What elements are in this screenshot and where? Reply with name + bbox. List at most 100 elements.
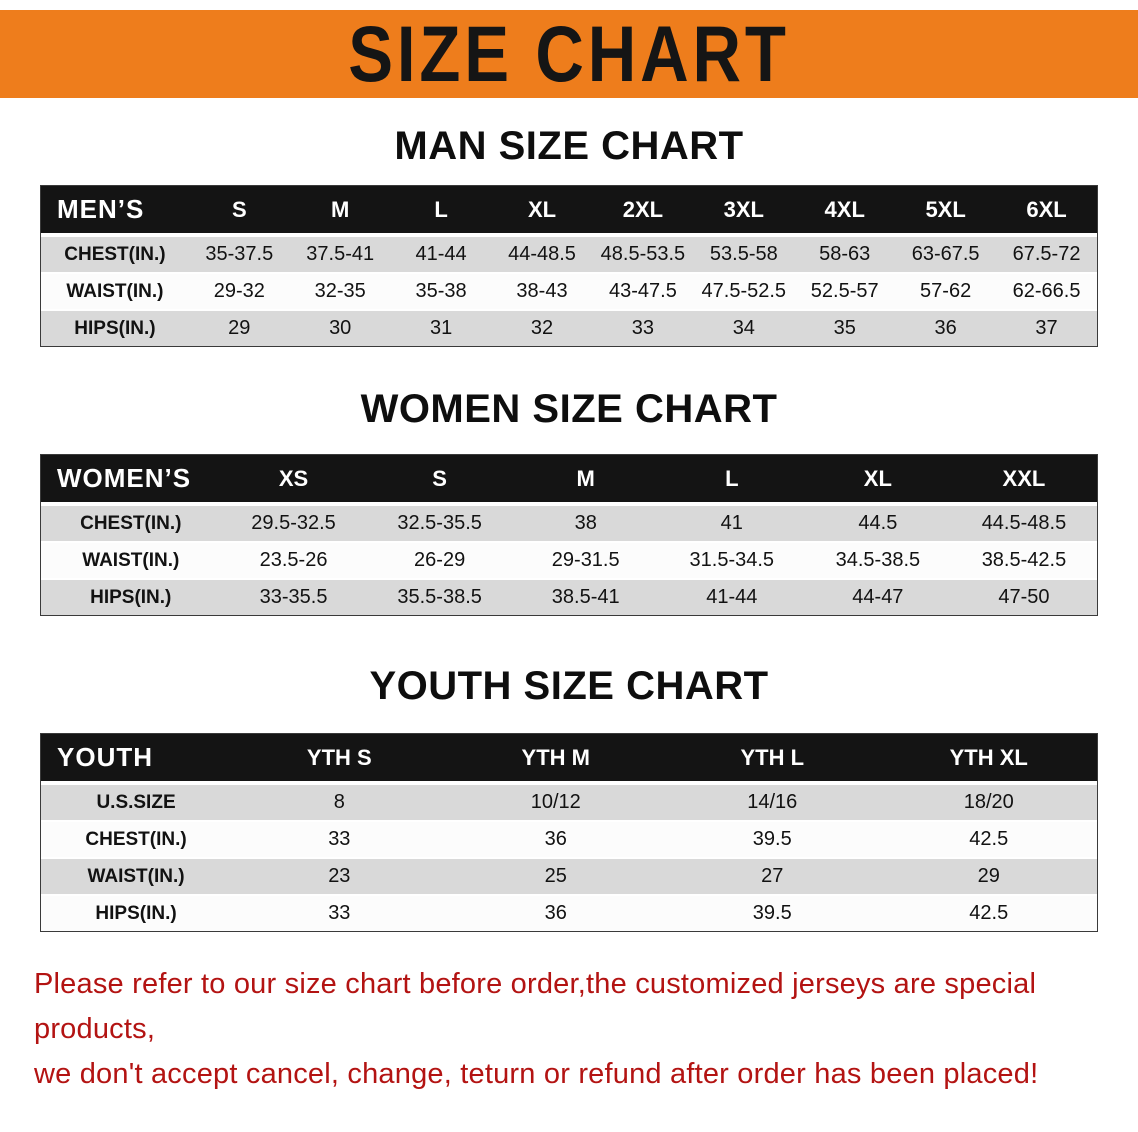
value-cell: 47.5-52.5 bbox=[693, 272, 795, 309]
value-cell: 37.5-41 bbox=[289, 235, 391, 272]
value-cell: 30 bbox=[289, 309, 391, 346]
value-cell: 57-62 bbox=[895, 272, 997, 309]
value-cell: 44-47 bbox=[804, 578, 951, 615]
value-cell: 29-32 bbox=[188, 272, 290, 309]
size-header-cell: 4XL bbox=[794, 186, 896, 235]
banner-title: SIZE CHART bbox=[348, 10, 790, 98]
value-cell: 44-48.5 bbox=[491, 235, 593, 272]
size-header-cell: YTH XL bbox=[880, 734, 1097, 783]
row-label-cell: CHEST(IN.) bbox=[41, 820, 232, 857]
table-row: WAIST(IN.) 23.5-26 26-29 29-31.5 31.5-34.5 34… bbox=[41, 541, 1097, 578]
value-cell: 32 bbox=[491, 309, 593, 346]
row-label-cell: HIPS(IN.) bbox=[41, 578, 221, 615]
value-cell: 18/20 bbox=[880, 783, 1097, 820]
value-cell: 41-44 bbox=[390, 235, 492, 272]
size-header-cell: YTH M bbox=[447, 734, 665, 783]
value-cell: 32.5-35.5 bbox=[366, 504, 513, 541]
value-cell: 58-63 bbox=[794, 235, 896, 272]
row-label-cell: WAIST(IN.) bbox=[41, 857, 232, 894]
table-row: WAIST(IN.) 23 25 27 29 bbox=[41, 857, 1097, 894]
size-header-cell: XS bbox=[220, 455, 367, 504]
value-cell: 33 bbox=[231, 894, 448, 931]
size-header-cell: YTH L bbox=[664, 734, 881, 783]
table-row: HIPS(IN.) 33 36 39.5 42.5 bbox=[41, 894, 1097, 931]
value-cell: 31.5-34.5 bbox=[658, 541, 805, 578]
value-cell: 52.5-57 bbox=[794, 272, 896, 309]
footer-disclaimer-line2: we don't accept cancel, change, teturn o… bbox=[34, 1057, 1039, 1090]
value-cell: 23.5-26 bbox=[220, 541, 367, 578]
size-header-cell: XXL bbox=[950, 455, 1097, 504]
value-cell: 10/12 bbox=[447, 783, 665, 820]
value-cell: 38.5-42.5 bbox=[950, 541, 1097, 578]
row-label-cell: CHEST(IN.) bbox=[41, 235, 189, 272]
size-header-cell: 3XL bbox=[693, 186, 795, 235]
size-header-cell: 2XL bbox=[592, 186, 694, 235]
section-heading-women: WOMEN SIZE CHART bbox=[360, 387, 778, 431]
value-cell: 8 bbox=[231, 783, 448, 820]
size-table: MEN’S S M L XL 2XL 3XL 4XL 5XL 6XL CHEST(IN.) 35-37… bbox=[40, 185, 1098, 347]
value-cell: 29.5-32.5 bbox=[220, 504, 367, 541]
size-header-cell: 6XL bbox=[996, 186, 1097, 235]
row-label-cell: HIPS(IN.) bbox=[41, 309, 189, 346]
size-header-cell: M bbox=[512, 455, 659, 504]
value-cell: 42.5 bbox=[880, 820, 1097, 857]
value-cell: 32-35 bbox=[289, 272, 391, 309]
size-table: WOMEN’S XS S M L XL XXL CHEST(IN.) 29.5-32.5 32.5… bbox=[40, 454, 1098, 616]
size-chart-banner: SIZE CHART bbox=[0, 10, 1138, 98]
row-label-cell: WAIST(IN.) bbox=[41, 541, 221, 578]
row-label-cell: CHEST(IN.) bbox=[41, 504, 221, 541]
value-cell: 33-35.5 bbox=[220, 578, 367, 615]
youth-size-table-container: YOUTH YTH S YTH M YTH L YTH XL U.S.SIZE 8 10/12… bbox=[40, 733, 1098, 932]
size-header-cell: S bbox=[366, 455, 513, 504]
size-header-cell: M bbox=[289, 186, 391, 235]
section-heading-youth: YOUTH SIZE CHART bbox=[369, 664, 769, 708]
size-header-cell: L bbox=[390, 186, 492, 235]
value-cell: 33 bbox=[592, 309, 694, 346]
value-cell: 35 bbox=[794, 309, 896, 346]
value-cell: 29 bbox=[880, 857, 1097, 894]
table-title-cell: YOUTH bbox=[41, 734, 232, 783]
value-cell: 63-67.5 bbox=[895, 235, 997, 272]
table-header-row: MEN’S S M L XL 2XL 3XL 4XL 5XL 6XL bbox=[41, 186, 1097, 235]
footer-disclaimer-line1: Please refer to our size chart before or… bbox=[34, 968, 1037, 1045]
section-heading-man: MAN SIZE CHART bbox=[394, 124, 744, 168]
value-cell: 26-29 bbox=[366, 541, 513, 578]
row-label-cell: U.S.SIZE bbox=[41, 783, 232, 820]
value-cell: 34.5-38.5 bbox=[804, 541, 951, 578]
table-row: CHEST(IN.) 29.5-32.5 32.5-35.5 38 41 44.5 44.5… bbox=[41, 504, 1097, 541]
value-cell: 27 bbox=[664, 857, 881, 894]
table-row: U.S.SIZE 8 10/12 14/16 18/20 bbox=[41, 783, 1097, 820]
size-header-cell: S bbox=[188, 186, 290, 235]
table-row: CHEST(IN.) 33 36 39.5 42.5 bbox=[41, 820, 1097, 857]
value-cell: 53.5-58 bbox=[693, 235, 795, 272]
value-cell: 47-50 bbox=[950, 578, 1097, 615]
value-cell: 34 bbox=[693, 309, 795, 346]
value-cell: 44.5 bbox=[804, 504, 951, 541]
footer-disclaimer: Please refer to our size chart before or… bbox=[34, 962, 1104, 1097]
table-header-row: WOMEN’S XS S M L XL XXL bbox=[41, 455, 1097, 504]
value-cell: 31 bbox=[390, 309, 492, 346]
value-cell: 29-31.5 bbox=[512, 541, 659, 578]
men-size-table-container: MEN’S S M L XL 2XL 3XL 4XL 5XL 6XL CHEST(IN.) 35-37… bbox=[40, 185, 1098, 347]
size-header-cell: YTH S bbox=[231, 734, 448, 783]
women-size-chart-section: WOMEN SIZE CHART WOMEN’S XS S M L XL XXL CHEST(… bbox=[0, 387, 1138, 616]
value-cell: 38-43 bbox=[491, 272, 593, 309]
row-label-cell: HIPS(IN.) bbox=[41, 894, 232, 931]
value-cell: 41-44 bbox=[658, 578, 805, 615]
value-cell: 36 bbox=[447, 820, 665, 857]
table-row: HIPS(IN.) 33-35.5 35.5-38.5 38.5-41 41-44 44-… bbox=[41, 578, 1097, 615]
value-cell: 43-47.5 bbox=[592, 272, 694, 309]
size-table: YOUTH YTH S YTH M YTH L YTH XL U.S.SIZE 8 10/12… bbox=[40, 733, 1098, 932]
value-cell: 67.5-72 bbox=[996, 235, 1097, 272]
youth-size-chart-section: YOUTH SIZE CHART YOUTH YTH S YTH M YTH L YTH… bbox=[0, 664, 1138, 932]
value-cell: 37 bbox=[996, 309, 1097, 346]
value-cell: 44.5-48.5 bbox=[950, 504, 1097, 541]
value-cell: 39.5 bbox=[664, 894, 881, 931]
value-cell: 36 bbox=[447, 894, 665, 931]
value-cell: 35-37.5 bbox=[188, 235, 290, 272]
value-cell: 33 bbox=[231, 820, 448, 857]
table-row: CHEST(IN.) 35-37.5 37.5-41 41-44 44-48.5 48.5… bbox=[41, 235, 1097, 272]
value-cell: 41 bbox=[658, 504, 805, 541]
table-header-row: YOUTH YTH S YTH M YTH L YTH XL bbox=[41, 734, 1097, 783]
value-cell: 25 bbox=[447, 857, 665, 894]
